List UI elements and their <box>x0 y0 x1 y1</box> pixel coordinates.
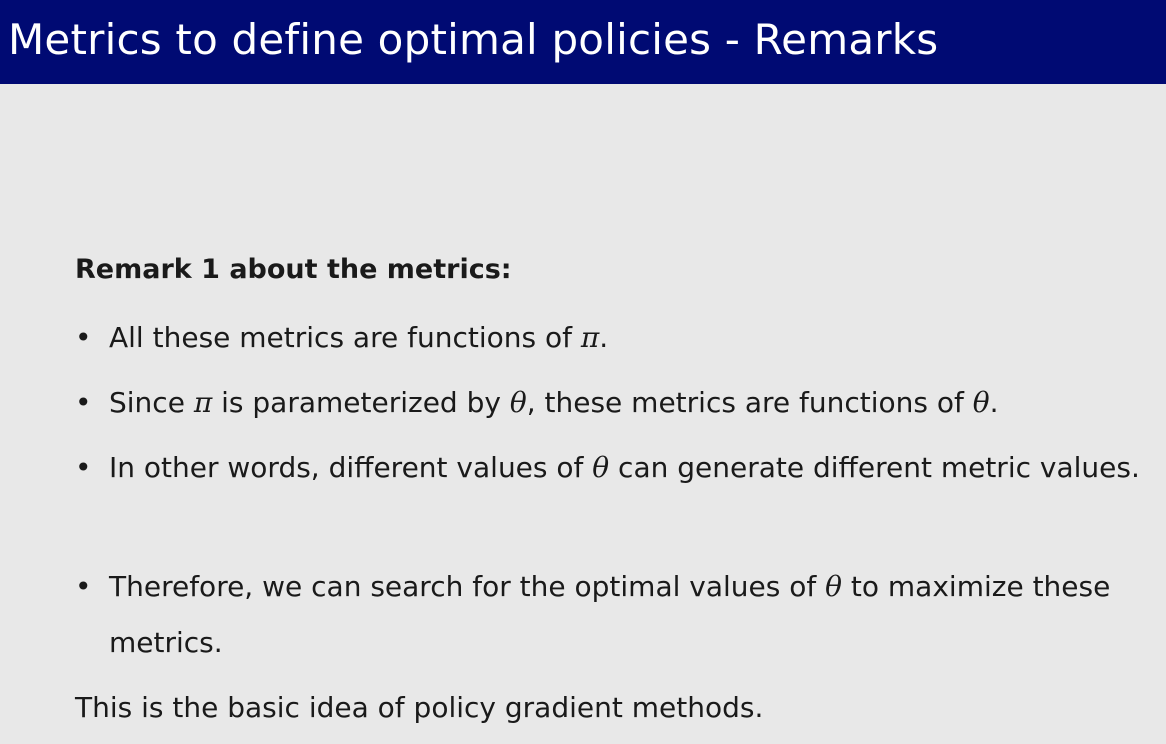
math-symbol-pi: π <box>193 386 213 419</box>
math-symbol-theta: θ <box>592 451 610 484</box>
text-run: can generate different metric values. <box>609 451 1140 484</box>
bullet-text: Since π is parameterized by θ, these met… <box>109 375 1160 431</box>
text-run: to maximize these metrics. <box>109 570 1111 659</box>
bullet-text: All these metrics are functions of π. <box>109 310 1160 366</box>
slide-body: Remark 1 about the metrics: • All these … <box>0 84 1166 744</box>
bullet-marker: • <box>75 386 92 419</box>
bullet-marker: • <box>75 451 92 484</box>
remark-heading: Remark 1 about the metrics: <box>75 254 512 285</box>
bullet-marker: • <box>75 321 92 354</box>
title-bar: Metrics to define optimal policies - Rem… <box>0 0 1166 84</box>
conclusion-text: This is the basic idea of policy gradien… <box>75 691 764 724</box>
text-run: . <box>599 321 609 354</box>
bullet-item: • All these metrics are functions of π. <box>75 310 1160 366</box>
bullet-item: • Since π is parameterized by θ, these m… <box>75 375 1160 431</box>
slide-title: Metrics to define optimal policies - Rem… <box>8 15 939 64</box>
text-run: . <box>989 386 999 419</box>
text-run: All these metrics are functions of <box>109 321 581 354</box>
text-run: In other words, different values of <box>109 451 593 484</box>
bullet-marker: • <box>75 570 92 603</box>
bullet-item: • In other words, different values of θ … <box>75 440 1160 496</box>
math-symbol-theta: θ <box>972 386 990 419</box>
text-run: is parameterized by <box>212 386 510 419</box>
text-run: Therefore, we can search for the optimal… <box>109 570 826 603</box>
bullet-text: Therefore, we can search for the optimal… <box>109 559 1160 671</box>
math-symbol-theta: θ <box>825 570 842 603</box>
math-symbol-theta: θ <box>509 386 527 419</box>
math-symbol-pi: π <box>580 321 600 354</box>
bullet-item: • Therefore, we can search for the optim… <box>75 559 1160 671</box>
text-run: , these metrics are functions of <box>526 386 973 419</box>
text-run: Since <box>109 386 194 419</box>
bullet-text: In other words, different values of θ ca… <box>109 440 1160 496</box>
